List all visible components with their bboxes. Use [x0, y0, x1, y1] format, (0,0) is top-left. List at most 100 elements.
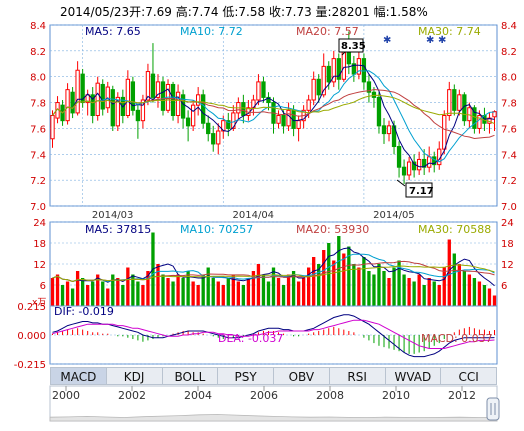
volume-bar-up — [251, 271, 256, 306]
range-handle[interactable] — [486, 397, 500, 421]
timeline-year: 2010 — [382, 389, 410, 402]
candle-up — [467, 107, 472, 122]
price-ma-lines — [52, 64, 495, 168]
timeline-ticks: 2000 2002 2004 2006 2008 2010 2012 — [52, 386, 476, 402]
volume-bar-down — [397, 260, 401, 306]
volume-bar-up — [342, 253, 346, 306]
star-icon[interactable]: ✱ — [383, 35, 391, 46]
timeline-year: 2006 — [250, 389, 278, 402]
volume-bar-down — [337, 236, 341, 306]
dea-legend: DEA: -0.037 — [218, 332, 283, 345]
tab-cci[interactable]: CCI — [441, 367, 497, 385]
min-label-box — [405, 182, 433, 198]
price-y-tick: 8.0 — [30, 73, 46, 84]
timeline-year: 2000 — [52, 389, 80, 402]
volume-bar-up — [196, 285, 200, 306]
volume-bar-down — [372, 274, 376, 306]
volume-bar-down — [201, 274, 205, 306]
volume-y-tick: 12 — [33, 260, 46, 271]
price-y-tick: 7.4 — [30, 150, 46, 161]
volume-bar-up — [141, 285, 145, 306]
volume-bar-up — [296, 281, 301, 306]
volume-bar-up — [236, 281, 241, 306]
volume-bar-down — [136, 281, 140, 306]
timeline-panel[interactable]: 2000 2002 2004 2006 2008 2010 2012 — [49, 385, 500, 422]
ma20-legend: MA20: 7.57 — [296, 25, 359, 38]
volume-y-tick: 24 — [501, 218, 514, 229]
amplitude-value: 幅:1.58% — [373, 5, 428, 19]
candle-up — [331, 58, 336, 83]
tab-kdj[interactable]: KDJ — [106, 367, 163, 385]
candle-up — [406, 161, 412, 176]
macd-y-tick: 0.000 — [17, 331, 46, 342]
candle-down — [326, 65, 331, 83]
candle-up — [356, 58, 362, 75]
candle-up — [190, 104, 196, 127]
volume-y-ticks-right: 24 18 12 6 — [501, 218, 514, 292]
candle-up — [155, 81, 161, 98]
volume-bar-down — [347, 246, 351, 306]
candle-up — [216, 130, 221, 145]
timeline-frame — [49, 385, 498, 422]
volume-bar-up — [427, 278, 431, 306]
volume-bar-up — [126, 267, 130, 306]
star-icon[interactable]: ✱ — [438, 35, 446, 46]
macd-y-tick: 0.215 — [17, 302, 46, 313]
price-y-tick: 8.2 — [30, 47, 46, 58]
volume-y-tick: 12 — [501, 260, 514, 271]
candle-up — [442, 115, 447, 150]
candle-down — [381, 125, 387, 135]
tab-boll[interactable]: BOLL — [162, 367, 219, 385]
dif-line — [52, 314, 495, 358]
volume-y-tick: 6 — [501, 281, 507, 292]
volume-bar-up — [276, 278, 281, 306]
volume-bar-up — [55, 274, 60, 306]
candle-down — [226, 120, 231, 129]
candle-up — [140, 99, 146, 122]
candle-up — [145, 71, 151, 101]
vol-ma30-line — [52, 264, 495, 283]
price-y-tick: 7.8 — [30, 99, 46, 110]
price-y-tick: 8.2 — [501, 47, 517, 58]
tab-obv[interactable]: OBV — [274, 367, 330, 385]
vol-ma30-legend: MA30: 70588 — [418, 223, 491, 236]
tab-macd[interactable]: MACD — [50, 367, 107, 385]
candle-down — [110, 89, 115, 127]
volume-bar-down — [266, 281, 271, 306]
candle-down — [160, 81, 166, 111]
tab-psy[interactable]: PSY — [218, 367, 274, 385]
price-y-tick: 7.6 — [501, 124, 517, 135]
candle-down — [241, 102, 246, 116]
indicator-tabs: MACD KDJ BOLL PSY OBV RSI WVAD CCI — [50, 367, 497, 385]
volume-bar-down — [281, 285, 286, 306]
candle-down — [452, 89, 457, 111]
volume-bar-up — [50, 278, 55, 306]
candle-up — [447, 89, 452, 117]
tab-wvad[interactable]: WVAD — [385, 367, 442, 385]
volume-bar-up — [191, 281, 195, 306]
volume-bar-up — [65, 281, 70, 306]
volume-bar-down — [432, 281, 436, 306]
range-handle-grip[interactable] — [486, 397, 500, 421]
dif-legend: DIF: -0.019 — [54, 305, 114, 318]
tab-rsi[interactable]: RSI — [329, 367, 386, 385]
volume-bars — [50, 232, 497, 306]
ma5-legend: MA5: 7.65 — [85, 25, 141, 38]
price-y-ticks-right: 8.4 8.2 8.0 7.8 7.6 7.4 7.2 7.0 — [501, 21, 517, 213]
candle-down — [371, 91, 377, 98]
candle-down — [281, 115, 286, 127]
star-icon[interactable]: ✱ — [426, 35, 434, 46]
volume-bar-down — [452, 253, 456, 306]
candle-up — [416, 158, 422, 171]
volume-bar-up — [322, 250, 326, 306]
volume-bar-down — [101, 281, 105, 306]
candle-up — [321, 65, 326, 96]
candle-down — [261, 81, 266, 98]
candle-up — [65, 89, 70, 122]
volume-bar-up — [312, 257, 316, 306]
candle-up — [276, 115, 281, 124]
price-y-tick: 8.0 — [501, 73, 517, 84]
volume-bar-down — [91, 281, 95, 306]
volume-bar-up — [417, 274, 421, 306]
candle-down — [351, 63, 357, 75]
